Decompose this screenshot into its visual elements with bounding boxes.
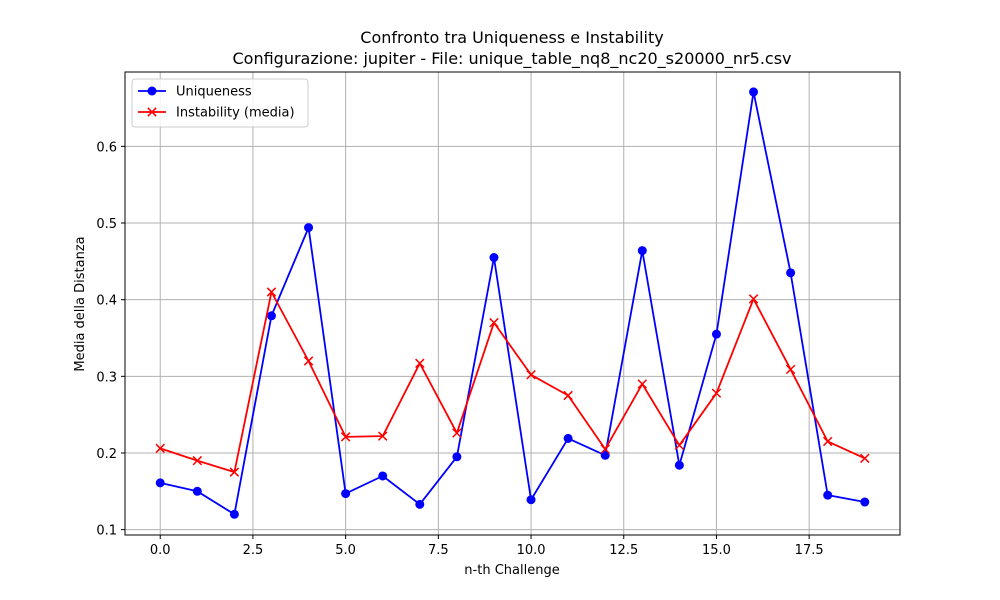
x-marker-stroke	[637, 379, 648, 389]
instability-media-point	[340, 432, 351, 442]
instability-media-point	[415, 358, 425, 369]
x-tick-label: 17.5	[795, 543, 824, 558]
x-axis-ticks: 0.0 2.5 5.0 7.5 10.0 12.5 15.0 17.5	[150, 535, 824, 558]
series-uniqueness	[155, 87, 870, 519]
instability-media-point	[711, 388, 722, 398]
x-marker-stroke	[600, 444, 610, 454]
x-marker-stroke	[192, 455, 203, 466]
x-tick-label: 5.0	[335, 543, 356, 558]
x-tick-label: 7.5	[428, 543, 449, 558]
uniqueness-point	[711, 329, 721, 339]
chart-title: Confronto tra Uniqueness e Instability	[360, 28, 663, 47]
uniqueness-point	[600, 450, 610, 460]
instability-media-point	[526, 370, 536, 380]
instability-media-point	[748, 294, 759, 304]
x-marker-stroke	[526, 370, 536, 380]
series-layer	[155, 87, 870, 519]
instability-media-point	[489, 317, 499, 328]
uniqueness-line	[160, 91, 865, 516]
uniqueness-point	[452, 452, 462, 462]
x-marker-stroke	[340, 432, 351, 442]
x-marker-stroke	[489, 317, 499, 328]
x-marker-stroke	[785, 364, 796, 375]
instability-media-point	[785, 364, 796, 375]
uniqueness-point	[674, 460, 684, 470]
instability-media-line	[159, 291, 866, 474]
instability-media-point	[637, 379, 648, 389]
x-marker-stroke	[860, 453, 870, 464]
uniqueness-point	[415, 499, 425, 509]
x-tick-label: 0.0	[150, 543, 171, 558]
x-tick-label: 2.5	[243, 543, 264, 558]
instability-media-point	[155, 443, 165, 454]
legend-entry-uniqueness: Uniqueness	[138, 85, 252, 100]
uniqueness-point	[341, 489, 351, 499]
x-marker-stroke	[266, 287, 277, 297]
y-tick-label: 0.1	[96, 524, 117, 539]
plot-frame	[124, 71, 901, 536]
legend-entry-instability-media: Instability (media)	[138, 106, 295, 121]
y-tick-label: 0.3	[96, 370, 117, 385]
grid	[125, 72, 900, 535]
instability-media-point	[674, 440, 685, 451]
x-tick-label: 15.0	[702, 543, 731, 558]
uniqueness-point	[378, 471, 388, 481]
legend-marker	[147, 107, 157, 117]
series-instability-media	[155, 287, 870, 477]
y-axis-label: Media della Distanza	[73, 236, 88, 371]
instability-media-point	[822, 436, 833, 447]
x-marker-stroke	[452, 428, 462, 438]
uniqueness-point	[304, 223, 314, 233]
uniqueness-point	[229, 509, 239, 519]
legend-box	[131, 78, 309, 128]
x-axis-label: n-th Challenge	[464, 563, 559, 578]
uniqueness-point	[563, 433, 573, 443]
x-marker-stroke	[303, 356, 314, 366]
x-marker-stroke	[229, 467, 240, 477]
x-marker-stroke	[822, 436, 833, 447]
legend-marker	[147, 86, 157, 96]
y-tick-label: 0.4	[96, 294, 117, 309]
x-marker-stroke	[155, 443, 165, 454]
x-tick-label: 10.0	[517, 543, 546, 558]
instability-media-point	[452, 428, 462, 438]
x-marker-stroke	[377, 431, 388, 441]
legend-label: Instability (media)	[176, 106, 295, 121]
uniqueness-point	[526, 495, 536, 505]
x-marker-stroke	[711, 388, 722, 398]
chart-subtitle: Configurazione: jupiter - File: unique_t…	[232, 49, 791, 69]
y-axis-ticks: 0.1 0.2 0.3 0.4 0.5 0.6	[96, 140, 125, 539]
instability-media-point	[563, 390, 573, 401]
y-tick-label: 0.6	[96, 140, 117, 155]
instability-media-point	[377, 431, 388, 441]
uniqueness-point	[786, 268, 796, 278]
x-marker-stroke	[563, 390, 573, 401]
uniqueness-point	[860, 497, 870, 507]
x-marker-stroke	[415, 358, 425, 369]
instability-media-point	[600, 444, 610, 454]
x-marker-stroke	[147, 107, 157, 117]
instability-media-point	[860, 453, 870, 464]
uniqueness-point	[489, 253, 499, 263]
uniqueness-point	[155, 478, 165, 488]
y-tick-label: 0.5	[96, 217, 117, 232]
x-marker-stroke	[748, 294, 759, 304]
y-tick-label: 0.2	[96, 447, 117, 462]
legend: Uniqueness Instability (media)	[131, 78, 309, 128]
x-tick-label: 12.5	[609, 543, 638, 558]
instability-media-point	[266, 287, 277, 297]
uniqueness-point	[749, 87, 759, 97]
instability-media-point	[229, 467, 240, 477]
uniqueness-point	[192, 486, 202, 496]
uniqueness-point	[266, 311, 276, 321]
legend-label: Uniqueness	[176, 85, 252, 100]
uniqueness-point	[637, 246, 647, 256]
instability-media-point	[192, 455, 203, 466]
uniqueness-point	[823, 490, 833, 500]
instability-media-point	[303, 356, 314, 366]
x-marker-stroke	[674, 440, 685, 451]
